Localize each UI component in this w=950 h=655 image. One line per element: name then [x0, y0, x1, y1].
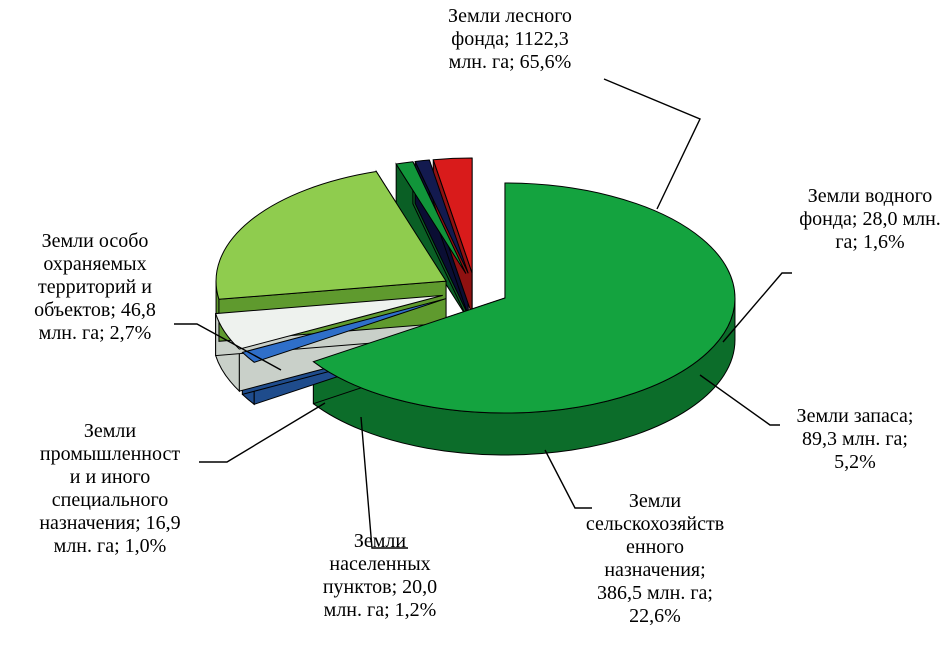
slice-label-settlements: Земли населенных пунктов; 20,0 млн. га; … — [285, 530, 475, 622]
slice-label-text-protected: Земли особо охраняемых территорий и объе… — [34, 230, 156, 344]
slice-label-text-agri: Земли сельскохозяйств енного назначения;… — [586, 490, 724, 627]
slice-label-text-water: Земли водного фонда; 28,0 млн. га; 1,6% — [799, 185, 941, 253]
slice-label-text-settlements: Земли населенных пунктов; 20,0 млн. га; … — [323, 530, 437, 621]
chart-stage: Земли лесного фонда; 1122,3 млн. га; 65,… — [0, 0, 950, 655]
slice-label-forest: Земли лесного фонда; 1122,3 млн. га; 65,… — [400, 5, 620, 74]
slice-label-reserve: Земли запаса; 89,3 млн. га; 5,2% — [775, 405, 935, 474]
slice-label-text-industry: Земли промышленност и и иного специально… — [39, 420, 180, 557]
slice-label-industry: Земли промышленност и и иного специально… — [10, 420, 210, 558]
slice-label-text-reserve: Земли запаса; 89,3 млн. га; 5,2% — [797, 405, 914, 473]
slice-label-protected: Земли особо охраняемых территорий и объе… — [5, 230, 185, 345]
leader-line-industry — [199, 403, 325, 462]
slice-label-text-forest: Земли лесного фонда; 1122,3 млн. га; 65,… — [448, 5, 572, 73]
leader-line-forest — [604, 79, 700, 209]
slice-label-agri: Земли сельскохозяйств енного назначения;… — [555, 490, 755, 628]
slice-label-water: Земли водного фонда; 28,0 млн. га; 1,6% — [790, 185, 950, 254]
